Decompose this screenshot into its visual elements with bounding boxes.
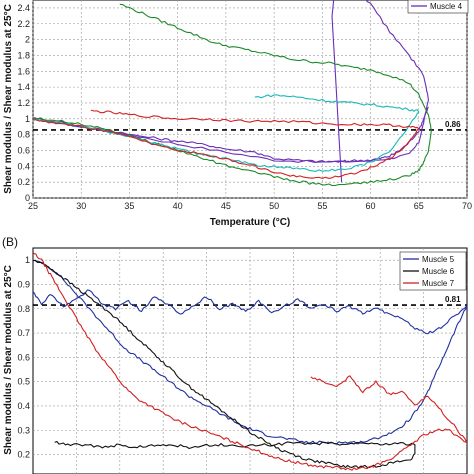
y-tick-label: 0.4 (17, 401, 30, 411)
y-tick-label: 0.6 (17, 145, 30, 155)
y-tick-label: 0.8 (17, 130, 30, 140)
series-line-muscle-5 (33, 259, 467, 445)
series-line-unnamed-4 (33, 109, 420, 179)
x-tick-label: 50 (269, 201, 279, 211)
panel-b-tick-labels: 0.2 0.3 0.4 0.5 0.6 0.7 0.8 0.9 1 (17, 255, 30, 459)
x-tick-label: 40 (173, 201, 183, 211)
panel-a-y-axis-label: Shear modulus / Shear modulus at 25°C (3, 4, 14, 194)
y-tick-label: 0.7 (17, 328, 30, 338)
series-line-unnamed-3 (33, 94, 420, 172)
x-tick-label: 55 (317, 201, 327, 211)
panel-b-y-axis-label: Shear modulus / Shear modulus at 25°C (3, 265, 14, 455)
x-tick-label: 30 (76, 201, 86, 211)
y-tick-label: 0.2 (17, 450, 30, 460)
panel-b: (B) 0.2 0.3 0.4 0.5 0.6 0.7 0.8 0.9 1 0.81 Shear… (2, 235, 468, 474)
y-tick-label: 0.9 (17, 279, 30, 289)
legend-box (407, 0, 469, 14)
legend-label-muscle-4: Muscle 4 (430, 2, 463, 11)
panel-b-letter: (B) (2, 235, 18, 249)
panel-a-series (33, 0, 432, 187)
panel-a-x-axis-label: Temperature (°C) (210, 217, 291, 228)
x-tick-label: 35 (124, 201, 134, 211)
x-tick-label: 25 (28, 201, 38, 211)
y-tick-label: 2 (25, 35, 30, 45)
legend-label-muscle-7: Muscle 7 (422, 279, 455, 288)
panel-a-plot-area (32, 0, 468, 199)
series-line-unnamed-0 (33, 0, 429, 183)
panel-a-gridlines (32, 0, 468, 199)
series-line-muscle-7 (33, 252, 467, 471)
y-tick-label: 0.4 (17, 161, 30, 171)
panel-a-reference-label: 0.86 (445, 120, 461, 129)
y-tick-label: 2.2 (17, 19, 30, 29)
y-tick-label: 0.6 (17, 352, 30, 362)
panel-a: 0 0.2 0.4 0.6 0.8 1 1.2 1.4 1.6 1.8 2 2.2 2.4 25 30 35 4… (3, 0, 472, 228)
x-tick-label: 70 (462, 201, 472, 211)
y-tick-label: 1.4 (17, 82, 30, 92)
y-tick-label: 2.4 (17, 3, 30, 13)
y-tick-label: 0.8 (17, 304, 30, 314)
panel-b-reference-label: 0.81 (445, 295, 461, 304)
legend-label-muscle-6: Muscle 6 (422, 267, 455, 276)
series-line-unnamed-2 (33, 3, 432, 187)
x-tick-label: 65 (414, 201, 424, 211)
panel-b-series (33, 252, 467, 471)
panel-b-legend: Muscle 5 Muscle 6 Muscle 7 (399, 251, 467, 291)
y-tick-label: 1 (25, 255, 30, 265)
panel-a-tick-labels: 0 0.2 0.4 0.6 0.8 1 1.2 1.4 1.6 1.8 2 2.2 2.4 25 30 35 4… (17, 3, 472, 211)
x-tick-label: 60 (366, 201, 376, 211)
x-tick-label: 45 (221, 201, 231, 211)
y-tick-label: 0.5 (17, 377, 30, 387)
y-tick-label: 1 (25, 114, 30, 124)
y-tick-label: 1.2 (17, 98, 30, 108)
y-tick-label: 0 (25, 193, 30, 203)
panel-a-legend: Muscle 4 (407, 0, 469, 14)
series-line-muscle-4 (33, 106, 429, 163)
y-tick-label: 1.8 (17, 50, 30, 60)
legend-label-muscle-5: Muscle 5 (422, 255, 455, 264)
y-tick-label: 0.3 (17, 425, 30, 435)
panel-b-gridlines (33, 248, 467, 474)
y-tick-label: 0.2 (17, 177, 30, 187)
y-tick-label: 1.6 (17, 66, 30, 76)
